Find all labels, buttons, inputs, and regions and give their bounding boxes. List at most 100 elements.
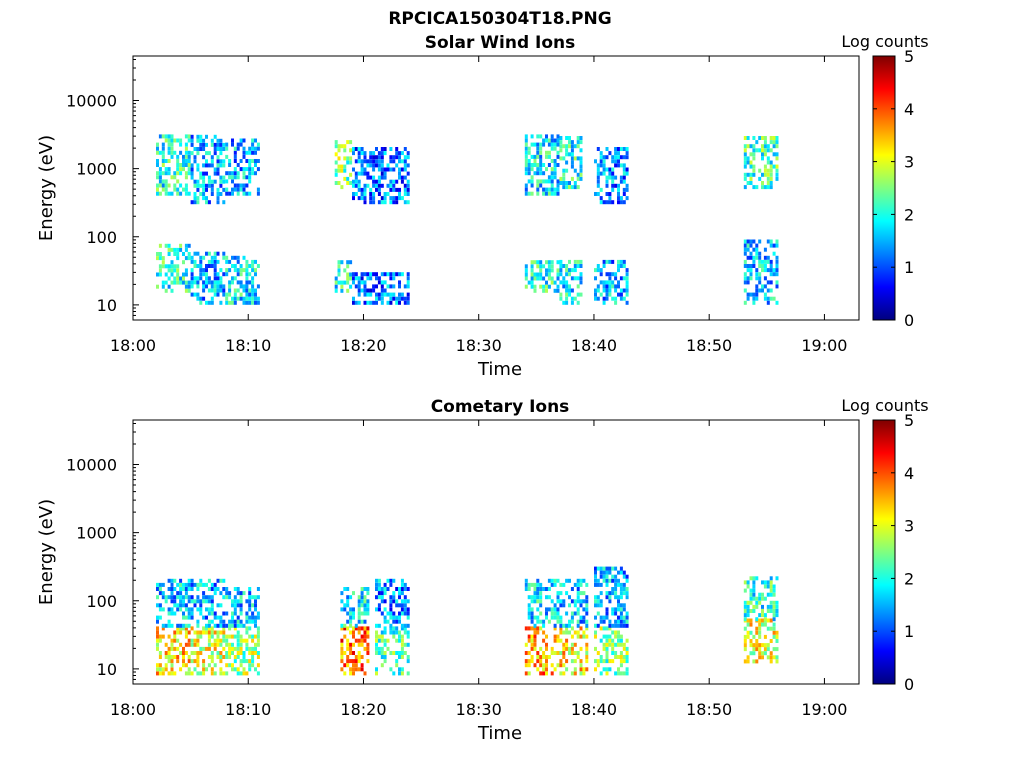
spectrogram-cell: [772, 617, 776, 622]
spectrogram-cell: [377, 167, 381, 172]
spectrogram-cell: [530, 142, 534, 147]
spectrogram-cell: [377, 187, 381, 192]
spectrogram-cell: [547, 284, 551, 289]
spectrogram-cell: [594, 582, 597, 587]
spectrogram-cell: [403, 192, 407, 196]
spectrogram-cell: [565, 152, 569, 157]
spectrogram-cell: [539, 142, 543, 147]
spectrogram-cell: [579, 582, 583, 587]
spectrogram-cell: [579, 140, 583, 145]
spectrogram-cell: [556, 268, 560, 273]
spectrogram-cell: [233, 268, 237, 273]
spectrogram-cell: [202, 147, 206, 151]
spectrogram-cell: [553, 280, 557, 285]
spectrogram-cell: [193, 659, 197, 664]
spectrogram-cell: [225, 142, 229, 147]
spectrogram-cell: [539, 659, 543, 664]
spectrogram-cell: [190, 200, 194, 205]
spectrogram-cell: [758, 655, 762, 660]
spectrogram-cell: [179, 591, 183, 596]
spectrogram-cell: [357, 642, 361, 647]
spectrogram-cell: [746, 136, 750, 140]
spectrogram-cell: [547, 607, 551, 612]
spectrogram-cell: [524, 191, 528, 196]
colorbar-tick-label: 3: [904, 153, 914, 172]
x-tick-label: 18:10: [225, 700, 271, 719]
spectrogram-cell: [617, 268, 620, 273]
spectrogram-cell: [386, 183, 390, 188]
y-tick-label: 10: [97, 296, 117, 315]
spectrogram-cell: [216, 142, 220, 147]
spectrogram-cell: [164, 167, 168, 172]
spectrogram-cell: [254, 138, 257, 143]
spectrogram-cell: [372, 175, 376, 180]
spectrogram-cell: [746, 604, 750, 609]
spectrogram-cell: [167, 595, 171, 600]
spectrogram-cell: [193, 599, 197, 604]
spectrogram-cell: [568, 623, 571, 628]
y-tick-label: 10000: [66, 456, 117, 475]
spectrogram-cell: [752, 144, 756, 149]
spectrogram-cell: [619, 147, 623, 151]
spectrogram-cell: [377, 634, 381, 639]
spectrogram-cell: [562, 642, 566, 647]
spectrogram-cell: [772, 152, 776, 157]
spectrogram-cell: [614, 175, 618, 180]
spectrogram-cell: [403, 599, 407, 604]
spectrogram-cell: [568, 140, 571, 145]
spectrogram-cell: [755, 617, 759, 622]
spectrogram-cell: [539, 179, 543, 184]
spectrogram-cell: [346, 595, 350, 600]
spectrogram-cell: [562, 144, 566, 149]
spectrogram-cell: [594, 623, 597, 628]
spectrogram-cell: [231, 191, 234, 196]
spectrogram-cell: [579, 160, 583, 165]
spectrogram-cell: [196, 595, 200, 600]
spectrogram-cell: [363, 638, 367, 643]
spectrogram-cell: [184, 134, 188, 139]
spectrogram-cell: [772, 251, 776, 256]
spectrogram-cell: [346, 603, 350, 608]
spectrogram-cell: [245, 259, 249, 264]
spectrogram-cell: [196, 599, 200, 604]
spectrogram-cell: [622, 659, 626, 664]
spectrogram-cell: [568, 292, 571, 297]
spectrogram-cell: [158, 671, 162, 676]
spectrogram-cell: [752, 651, 756, 656]
spectrogram-cell: [210, 187, 214, 192]
spectrogram-cell: [536, 264, 540, 269]
spectrogram-cell: [614, 587, 618, 591]
spectrogram-cell: [248, 171, 252, 176]
spectrogram-cell: [334, 152, 338, 157]
spectrogram-cell: [622, 179, 626, 184]
spectrogram-cell: [539, 646, 543, 651]
spectrogram-cell: [207, 280, 211, 285]
spectrogram-cell: [352, 626, 355, 631]
spectrogram-cell: [349, 140, 353, 145]
spectrogram-cell: [337, 144, 341, 149]
spectrogram-cell: [625, 187, 629, 192]
spectrogram-cell: [533, 171, 537, 176]
spectrogram-cell: [547, 191, 551, 196]
spectrogram-cell: [210, 603, 214, 608]
spectrogram-cell: [752, 259, 756, 264]
spectrogram-cell: [400, 292, 404, 297]
spectrogram-cell: [556, 599, 560, 604]
spectrogram-cell: [205, 272, 208, 277]
spectrogram-cell: [392, 155, 396, 160]
spectrogram-cell: [372, 167, 376, 172]
spectrogram-cell: [559, 176, 563, 181]
spectrogram-cell: [389, 300, 393, 305]
spectrogram-cell: [357, 288, 361, 293]
spectrogram-cell: [559, 136, 563, 140]
spectrogram-cell: [573, 276, 577, 281]
spectrogram-cell: [579, 663, 583, 668]
spectrogram-cell: [611, 284, 615, 289]
spectrogram-cell: [550, 187, 554, 192]
spectrogram-cell: [184, 171, 188, 176]
spectrogram-cell: [248, 300, 252, 305]
spectrogram-cell: [187, 607, 191, 612]
spectrogram-cell: [199, 192, 203, 196]
spectrogram-cell: [533, 582, 537, 587]
spectrogram-cell: [556, 154, 560, 159]
